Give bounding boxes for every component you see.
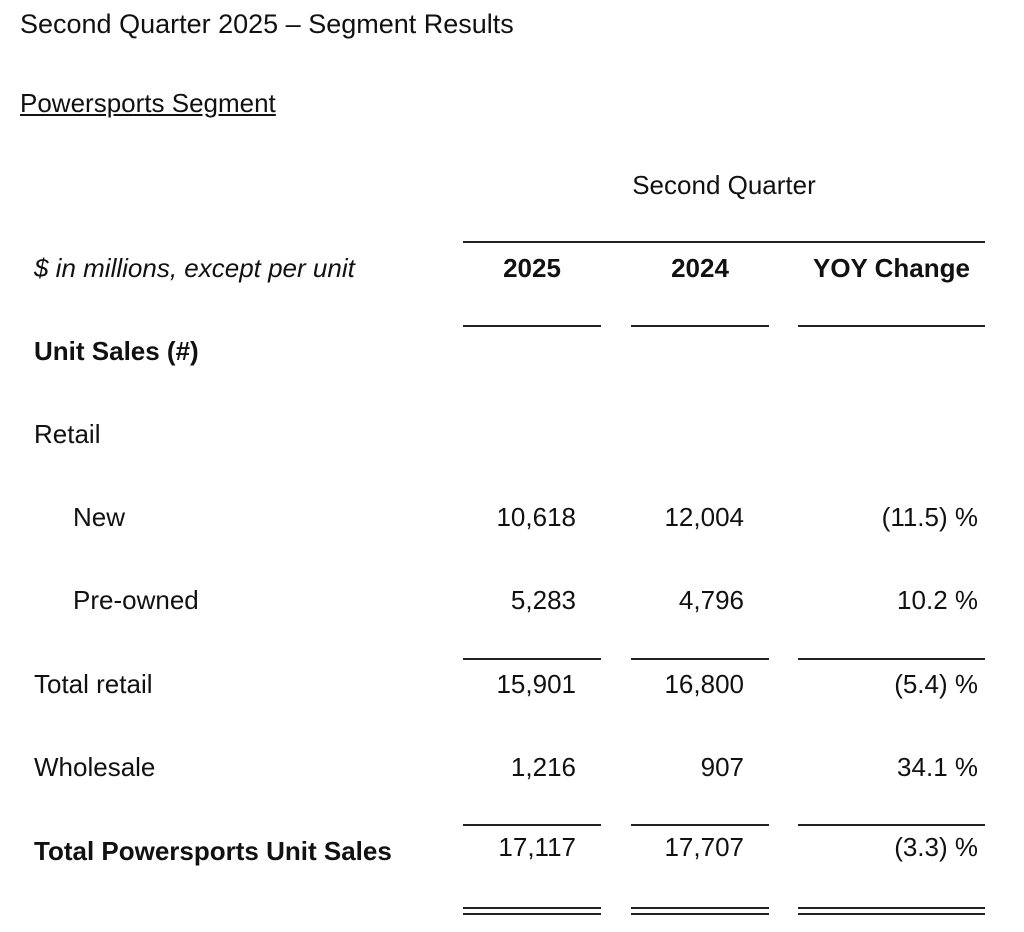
column-header: 2024 bbox=[671, 253, 729, 283]
cell: 5,283 bbox=[510, 585, 576, 615]
cell: 34.1 % bbox=[897, 752, 978, 782]
rule bbox=[798, 824, 985, 826]
column-header: YOY Change bbox=[812, 253, 970, 283]
rule bbox=[463, 241, 985, 243]
cell: 15,901 bbox=[496, 669, 576, 699]
cell: (5.4) % bbox=[894, 669, 978, 699]
row-label: Total retail bbox=[34, 669, 153, 699]
cell: 17,707 bbox=[664, 832, 744, 862]
rule bbox=[463, 658, 601, 660]
cell: 10.2 % bbox=[897, 585, 978, 615]
double-rule bbox=[631, 913, 769, 915]
cell: (11.5) % bbox=[881, 502, 978, 532]
section-title: Powersports Segment bbox=[20, 88, 276, 118]
label-header: $ in millions, except per unit bbox=[34, 253, 355, 283]
double-rule bbox=[798, 907, 985, 909]
rule bbox=[463, 325, 601, 327]
double-rule bbox=[798, 913, 985, 915]
rule bbox=[798, 325, 985, 327]
cell: 16,800 bbox=[664, 669, 744, 699]
cell: 4,796 bbox=[678, 585, 744, 615]
rule bbox=[631, 325, 769, 327]
row-label: Retail bbox=[34, 419, 101, 449]
cell: 1,216 bbox=[510, 752, 576, 782]
cell: 10,618 bbox=[496, 502, 576, 532]
cell: (3.3) % bbox=[894, 832, 978, 862]
row-label: New bbox=[73, 502, 126, 532]
double-rule bbox=[463, 913, 601, 915]
double-rule bbox=[463, 907, 601, 909]
row-label: Pre-owned bbox=[73, 585, 199, 615]
title: Second Quarter 2025 – Segment Results bbox=[20, 9, 514, 39]
row-label: Total Powersports Unit Sales bbox=[34, 836, 392, 866]
cell: 17,117 bbox=[498, 832, 576, 862]
rule bbox=[631, 824, 769, 826]
rule bbox=[463, 824, 601, 826]
column-header: 2025 bbox=[503, 253, 561, 283]
row-label: Unit Sales (#) bbox=[34, 336, 199, 366]
row-label: Wholesale bbox=[34, 752, 156, 782]
cell: 12,004 bbox=[664, 502, 744, 532]
rule bbox=[631, 658, 769, 660]
rule bbox=[798, 658, 985, 660]
cell: 907 bbox=[700, 752, 744, 782]
double-rule bbox=[631, 907, 769, 909]
group-header: Second Quarter bbox=[632, 170, 816, 200]
